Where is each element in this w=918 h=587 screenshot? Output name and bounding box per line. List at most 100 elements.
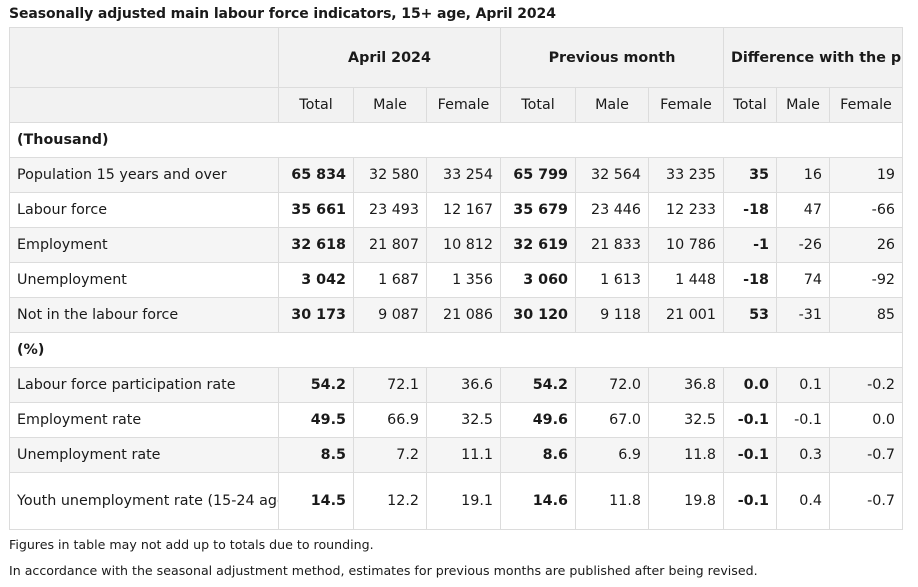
table-cell: 35 679 bbox=[500, 192, 576, 228]
table-cell: 1 448 bbox=[648, 262, 724, 298]
sub-header-total: Total bbox=[278, 87, 354, 123]
table-cell: 3 042 bbox=[278, 262, 354, 298]
table-cell: 1 356 bbox=[426, 262, 501, 298]
sub-header-male: Male bbox=[353, 87, 427, 123]
table-cell: 49.5 bbox=[278, 402, 354, 438]
row-label: Unemployment bbox=[9, 262, 279, 298]
table-cell: 19 bbox=[828, 157, 904, 193]
table-cell: -31 bbox=[776, 297, 830, 333]
labour-force-table: April 2024 Previous month Difference wit… bbox=[8, 27, 904, 530]
table-cell: 21 086 bbox=[426, 297, 501, 333]
sub-header-total: Total bbox=[723, 87, 777, 123]
table-cell: 72.1 bbox=[353, 367, 427, 403]
table-cell: 54.2 bbox=[500, 367, 576, 403]
row-label: Labour force participation rate bbox=[9, 367, 279, 403]
table-cell: 65 799 bbox=[500, 157, 576, 193]
table-cell: -0.2 bbox=[828, 367, 904, 403]
table-cell: 0.0 bbox=[723, 367, 777, 403]
table-cell: -0.1 bbox=[723, 472, 777, 530]
table-cell: 54.2 bbox=[278, 367, 354, 403]
table-row: Youth unemployment rate (15-24 age) 14.5… bbox=[9, 472, 904, 530]
table-cell: 11.8 bbox=[648, 437, 724, 473]
table-cell: 33 235 bbox=[648, 157, 724, 193]
header-corner-cell bbox=[9, 27, 279, 88]
row-label: Not in the labour force bbox=[9, 297, 279, 333]
section-label-thousand: (Thousand) bbox=[8, 122, 904, 158]
table-cell: 11.1 bbox=[426, 437, 501, 473]
table-cell: 30 120 bbox=[500, 297, 576, 333]
table-cell: 8.5 bbox=[278, 437, 354, 473]
table-cell: 9 118 bbox=[575, 297, 649, 333]
table-cell: -0.7 bbox=[828, 437, 904, 473]
table-row: Employment 32 618 21 807 10 812 32 619 2… bbox=[9, 227, 904, 263]
table-cell: 35 bbox=[723, 157, 777, 193]
table-cell: 12 167 bbox=[426, 192, 501, 228]
table-cell: 23 493 bbox=[353, 192, 427, 228]
sub-header-total: Total bbox=[500, 87, 576, 123]
table-cell: 47 bbox=[776, 192, 830, 228]
table-cell: -0.1 bbox=[723, 402, 777, 438]
table-cell: 32 580 bbox=[353, 157, 427, 193]
table-cell: 10 812 bbox=[426, 227, 501, 263]
table-cell: 8.6 bbox=[500, 437, 576, 473]
table-cell: 32.5 bbox=[648, 402, 724, 438]
table-cell: 3 060 bbox=[500, 262, 576, 298]
group-header-difference: Difference with the previous month bbox=[722, 27, 904, 88]
table-row: Not in the labour force 30 173 9 087 21 … bbox=[9, 297, 904, 333]
table-cell: 32 619 bbox=[500, 227, 576, 263]
table-cell: 14.5 bbox=[278, 472, 354, 530]
table-cell: 7.2 bbox=[353, 437, 427, 473]
table-cell: 21 833 bbox=[575, 227, 649, 263]
row-label: Employment bbox=[9, 227, 279, 263]
table-cell: 6.9 bbox=[575, 437, 649, 473]
table-cell: 14.6 bbox=[500, 472, 576, 530]
table-cell: 0.4 bbox=[776, 472, 830, 530]
table-cell: 11.8 bbox=[575, 472, 649, 530]
row-label: Labour force bbox=[9, 192, 279, 228]
table-row: Labour force participation rate 54.2 72.… bbox=[9, 367, 904, 403]
table-cell: 66.9 bbox=[353, 402, 427, 438]
row-label: Population 15 years and over bbox=[9, 157, 279, 193]
table-cell: 67.0 bbox=[575, 402, 649, 438]
table-cell: 12.2 bbox=[353, 472, 427, 530]
group-header-previous-month: Previous month bbox=[500, 27, 724, 88]
table-cell: 10 786 bbox=[648, 227, 724, 263]
table-cell: -0.1 bbox=[723, 437, 777, 473]
table-cell: -92 bbox=[828, 262, 904, 298]
section-row-percent: (%) bbox=[8, 332, 904, 368]
table-cell: 32 564 bbox=[575, 157, 649, 193]
sub-header-female: Female bbox=[426, 87, 501, 123]
table-cell: 36.6 bbox=[426, 367, 501, 403]
table-cell: 16 bbox=[776, 157, 830, 193]
table-cell: 36.8 bbox=[648, 367, 724, 403]
table-cell: -0.1 bbox=[776, 402, 830, 438]
sub-header-female: Female bbox=[828, 87, 904, 123]
table-cell: 30 173 bbox=[278, 297, 354, 333]
table-cell: 1 687 bbox=[353, 262, 427, 298]
group-header-april-2024: April 2024 bbox=[278, 27, 501, 88]
table-cell: -26 bbox=[776, 227, 830, 263]
table-row: Unemployment rate 8.5 7.2 11.1 8.6 6.9 1… bbox=[9, 437, 904, 473]
section-label-percent: (%) bbox=[8, 332, 904, 368]
footnote-revision: In accordance with the seasonal adjustme… bbox=[9, 563, 758, 578]
row-label: Employment rate bbox=[9, 402, 279, 438]
table-cell: 85 bbox=[828, 297, 904, 333]
table-row: Employment rate 49.5 66.9 32.5 49.6 67.0… bbox=[9, 402, 904, 438]
table-row: Unemployment 3 042 1 687 1 356 3 060 1 6… bbox=[9, 262, 904, 298]
table-cell: 35 661 bbox=[278, 192, 354, 228]
table-cell: 9 087 bbox=[353, 297, 427, 333]
table-cell: 21 001 bbox=[648, 297, 724, 333]
table-cell: 65 834 bbox=[278, 157, 354, 193]
table-cell: 0.0 bbox=[828, 402, 904, 438]
table-cell: 33 254 bbox=[426, 157, 501, 193]
table-cell: 0.1 bbox=[776, 367, 830, 403]
table-cell: 19.1 bbox=[426, 472, 501, 530]
table-cell: 21 807 bbox=[353, 227, 427, 263]
table-title: Seasonally adjusted main labour force in… bbox=[9, 6, 556, 22]
table-cell: 32.5 bbox=[426, 402, 501, 438]
table-cell: 0.3 bbox=[776, 437, 830, 473]
table-cell: -18 bbox=[723, 192, 777, 228]
sub-header-female: Female bbox=[648, 87, 724, 123]
sub-header-male: Male bbox=[575, 87, 649, 123]
